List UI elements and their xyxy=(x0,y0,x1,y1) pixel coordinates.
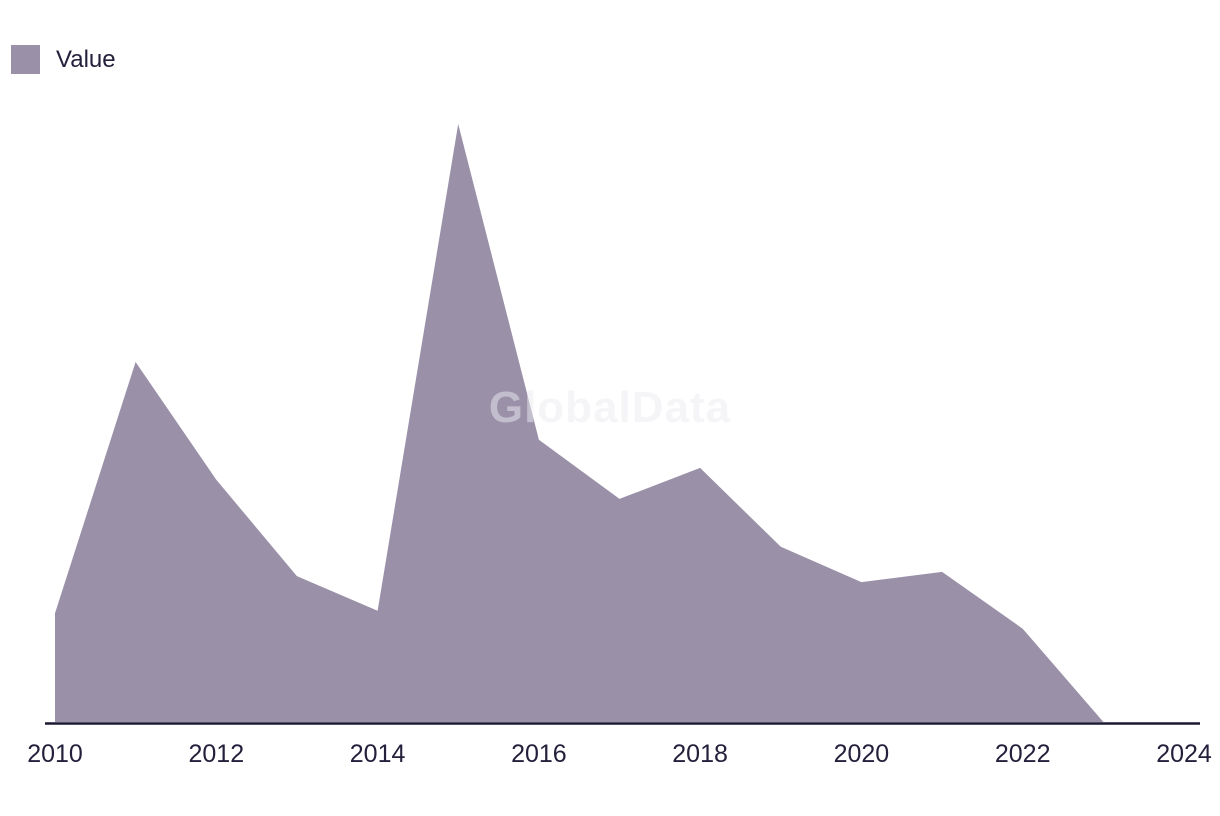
x-axis-tick-label: 2010 xyxy=(27,740,83,768)
x-axis-tick-label: 2024 xyxy=(1156,740,1212,768)
legend-item-value[interactable]: Value xyxy=(11,45,116,74)
x-axis-tick-label: 2014 xyxy=(350,740,406,768)
x-axis-tick-label: 2012 xyxy=(188,740,244,768)
x-axis-tick-label: 2018 xyxy=(672,740,728,768)
x-axis-tick-label: 2020 xyxy=(834,740,890,768)
x-axis-tick-label: 2022 xyxy=(995,740,1051,768)
legend-label: Value xyxy=(56,46,116,73)
x-axis-tick-label: 2016 xyxy=(511,740,567,768)
value-area-shape[interactable] xyxy=(55,124,1104,722)
legend-swatch xyxy=(11,45,40,74)
